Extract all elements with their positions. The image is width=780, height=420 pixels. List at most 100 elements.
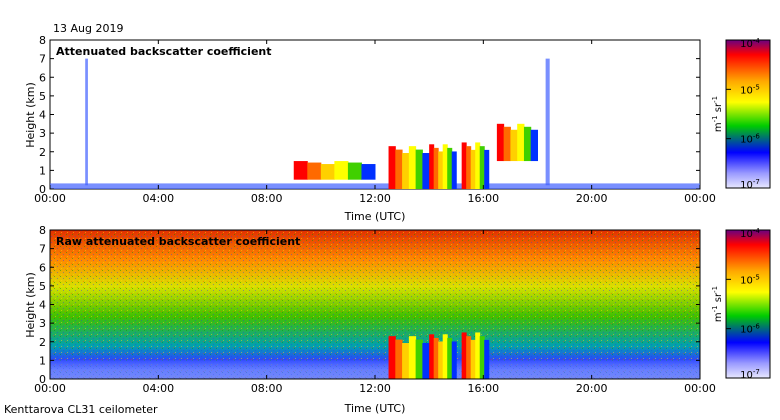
feature-high	[388, 336, 396, 379]
feature-high	[442, 334, 448, 379]
panel2-yticks: 0 1 2 3 4 5 6 7 8	[39, 224, 700, 386]
feature-high	[422, 153, 430, 189]
feature-high	[503, 126, 511, 162]
feature-high	[408, 336, 417, 379]
feature-low	[545, 58, 550, 186]
feature-high	[408, 146, 417, 189]
feature-high	[429, 334, 435, 379]
ytick-label: 4	[39, 109, 46, 122]
colorbar-2: 10-4 10-5 10-6 10-7 m-1 sr-1	[711, 227, 771, 381]
feature-high	[395, 149, 403, 189]
feature-high	[447, 147, 453, 189]
cb-tick-label: 10-7	[740, 178, 760, 191]
feature-high	[347, 162, 362, 180]
ytick-label: 6	[39, 71, 46, 84]
feature-high	[422, 343, 430, 379]
colorbar-2-bar	[725, 229, 771, 379]
panel-raw: Raw attenuated backscatter coefficient T…	[24, 224, 716, 415]
feature-high	[433, 147, 439, 189]
xtick-label: 20:00	[576, 382, 608, 395]
feature-high	[415, 339, 423, 379]
feature-high	[475, 332, 481, 379]
feature-high	[402, 343, 410, 379]
ytick-label: 2	[39, 336, 46, 349]
xtick-label: 16:00	[467, 382, 499, 395]
feature-high	[361, 164, 376, 180]
ytick-label: 1	[39, 164, 46, 177]
xtick-label: 04:00	[142, 192, 174, 205]
panel1-xticks: 00:00 04:00 08:00 12:00 16:00 20:00 00:00	[34, 40, 716, 205]
colorbar-2-unit: m-1 sr-1	[711, 286, 724, 322]
ytick-label: 6	[39, 261, 46, 274]
colorbar-1-bar	[725, 39, 771, 189]
panel1-yticks: 0 1 2 3 4 5 6 7 8	[39, 34, 700, 196]
ytick-label: 4	[39, 299, 46, 312]
feature-high	[429, 144, 435, 189]
feature-high	[402, 153, 410, 189]
feature-high	[484, 149, 490, 189]
feature-high	[320, 164, 335, 180]
feature-low	[85, 58, 88, 186]
xtick-label: 04:00	[142, 382, 174, 395]
feature-high	[334, 161, 349, 180]
ytick-label: 7	[39, 243, 46, 256]
cb-tick-label: 10-4	[740, 227, 760, 240]
feature-high	[461, 332, 467, 379]
cb-tick-label: 10-5	[740, 83, 760, 96]
ytick-label: 3	[39, 127, 46, 140]
xtick-label: 00:00	[684, 192, 716, 205]
xtick-label: 16:00	[467, 192, 499, 205]
feature-high	[433, 337, 439, 379]
feature-high	[530, 129, 538, 162]
colorbar-1: 10-4 10-5 10-6 10-7 m-1 sr-1	[711, 37, 771, 191]
feature-high	[307, 162, 322, 180]
cb-tick-label: 10-6	[740, 133, 760, 146]
panel1-title: Attenuated backscatter coefficient	[56, 45, 272, 58]
date-label: 13 Aug 2019	[53, 22, 123, 35]
cb-tick-label: 10-6	[740, 323, 760, 336]
xtick-label: 08:00	[251, 192, 283, 205]
feature-high	[496, 123, 505, 162]
colorbar-2-ticks: 10-4 10-5 10-6 10-7	[726, 227, 760, 381]
instrument-label: Kenttarova CL31 ceilometer	[4, 403, 158, 416]
feature-low	[50, 360, 700, 379]
heatmap-2-data	[50, 332, 700, 379]
xtick-label: 12:00	[359, 382, 391, 395]
feature-high	[415, 149, 423, 189]
ytick-label: 3	[39, 317, 46, 330]
panel1-xlabel: Time (UTC)	[344, 210, 406, 223]
ytick-label: 7	[39, 53, 46, 66]
ytick-label: 1	[39, 354, 46, 367]
panel2-ylabel: Height (km)	[24, 272, 37, 338]
colorbar-1-unit: m-1 sr-1	[711, 96, 724, 132]
xtick-label: 00:00	[34, 382, 66, 395]
ytick-label: 0	[39, 183, 46, 196]
xtick-label: 08:00	[251, 382, 283, 395]
feature-high	[451, 151, 457, 189]
feature-high	[484, 339, 490, 379]
panel-attenuated: Attenuated backscatter coefficient Time …	[24, 34, 716, 223]
feature-high	[517, 123, 525, 162]
feature-high	[470, 339, 476, 379]
xtick-label: 00:00	[684, 382, 716, 395]
feature-high	[451, 341, 457, 379]
feature-high	[438, 341, 444, 379]
feature-high	[510, 129, 518, 162]
cb-tick-label: 10-4	[740, 37, 760, 50]
feature-high	[479, 146, 485, 189]
feature-high	[438, 151, 444, 189]
feature-high	[475, 142, 481, 189]
panel2-xticks: 00:00 04:00 08:00 12:00 16:00 20:00 00:00	[34, 230, 716, 395]
feature-high	[395, 339, 403, 379]
ytick-label: 0	[39, 373, 46, 386]
cb-tick-label: 10-7	[740, 368, 760, 381]
panel2-title: Raw attenuated backscatter coefficient	[56, 235, 300, 248]
feature-high	[293, 161, 308, 180]
cb-tick-label: 10-5	[740, 273, 760, 286]
feature-high	[388, 146, 396, 189]
feature-high	[470, 149, 476, 189]
ytick-label: 8	[39, 224, 46, 237]
colorbar-1-ticks: 10-4 10-5 10-6 10-7	[726, 37, 760, 191]
ytick-label: 8	[39, 34, 46, 47]
